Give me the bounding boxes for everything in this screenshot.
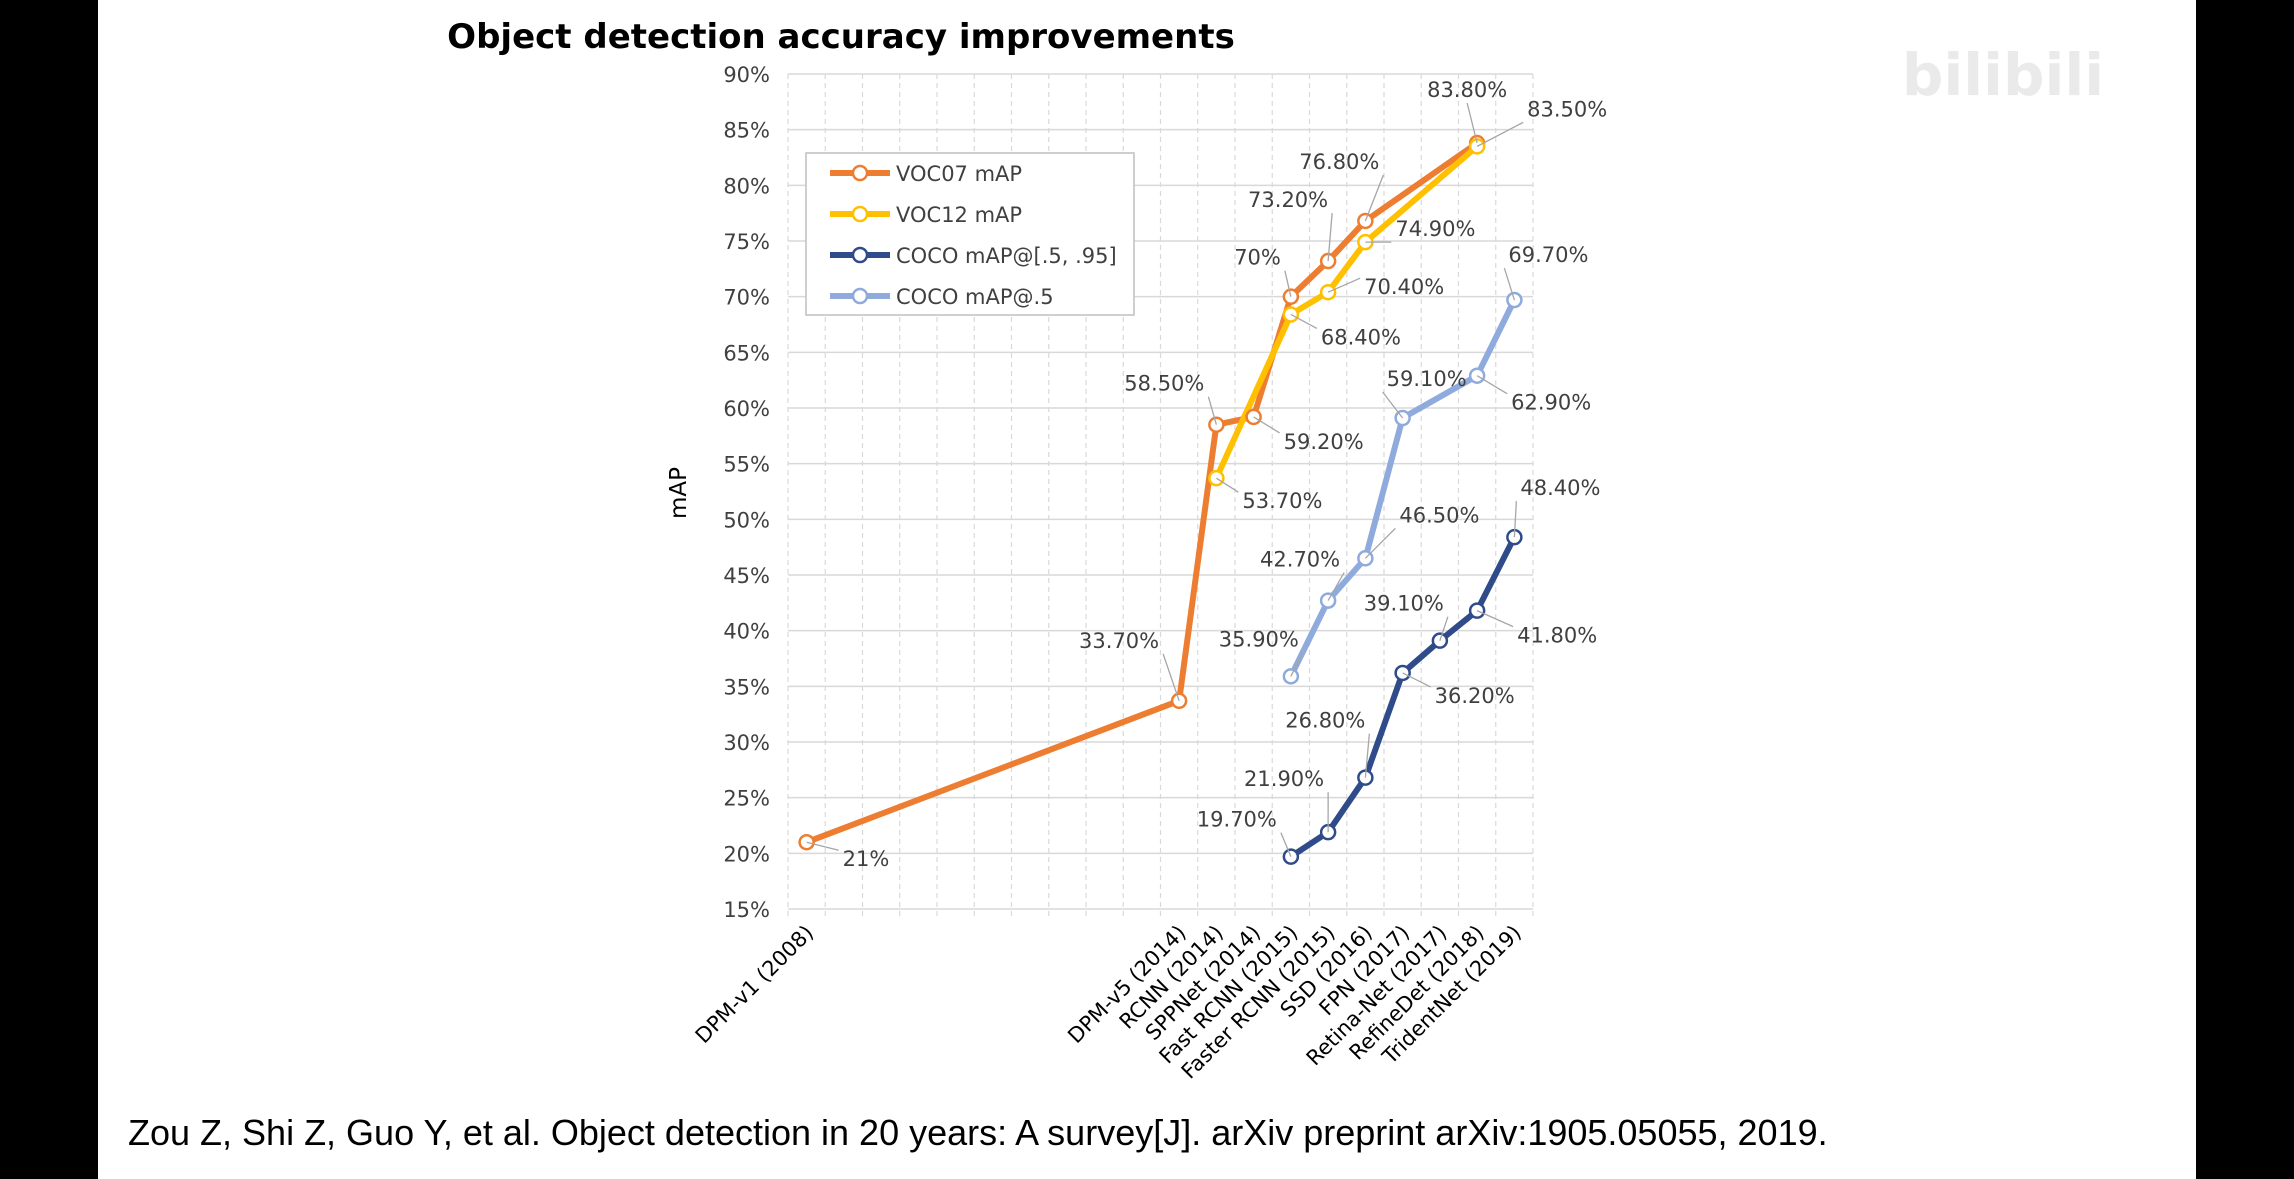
data-label: 62.90% <box>1511 391 1591 415</box>
leader-line <box>1290 313 1318 330</box>
legend-label: COCO mAP@.5 <box>896 285 1054 309</box>
leader-line <box>1327 277 1361 293</box>
leader-line <box>1364 527 1396 559</box>
leader-line <box>1364 174 1384 222</box>
y-tick-label: 30% <box>723 731 770 755</box>
leader-line <box>1364 733 1371 778</box>
leader-line <box>806 841 839 851</box>
slide: Object detection accuracy improvements m… <box>98 0 2196 1179</box>
y-tick-label: 80% <box>723 174 770 198</box>
y-tick-label: 90% <box>723 63 770 87</box>
data-label: 58.50% <box>1124 372 1204 396</box>
leader-line <box>1476 121 1524 147</box>
y-tick-label: 15% <box>723 898 770 922</box>
leader-line <box>1327 572 1345 601</box>
data-label: 74.90% <box>1395 217 1475 241</box>
leader-line <box>1382 391 1404 419</box>
leader-line <box>1439 616 1449 641</box>
data-label: 41.80% <box>1517 624 1597 648</box>
bilibili-watermark-logo: bilibili <box>1902 41 2104 109</box>
y-tick-label: 60% <box>723 397 770 421</box>
leader-line <box>1284 270 1292 297</box>
y-tick-label: 45% <box>723 564 770 588</box>
x-tick-label: DPM-v1 (2008) <box>691 921 818 1048</box>
data-label: 48.40% <box>1520 476 1600 500</box>
leader-line <box>1476 610 1514 628</box>
y-tick-label: 85% <box>723 119 770 143</box>
y-tick-label: 65% <box>723 341 770 365</box>
y-tick-label: 25% <box>723 787 770 811</box>
legend-label: COCO mAP@[.5, .95] <box>896 244 1117 268</box>
data-label: 59.10% <box>1387 367 1467 391</box>
line-chart: Object detection accuracy improvements m… <box>447 17 2104 1084</box>
data-label: 70% <box>1234 246 1281 270</box>
leader-line <box>1503 267 1515 301</box>
x-axis-labels: DPM-v1 (2008) DPM-v5 (2014)RCNN (2014)SPP… <box>691 921 1526 1084</box>
y-tick-label: 75% <box>723 230 770 254</box>
data-label: 70.40% <box>1364 275 1444 299</box>
leader-line <box>1327 212 1333 262</box>
leader-line <box>1253 416 1280 434</box>
legend-marker <box>851 287 869 305</box>
y-tick-label: 55% <box>723 453 770 477</box>
legend-label: VOC12 mAP <box>896 203 1022 227</box>
data-label: 53.70% <box>1242 489 1322 513</box>
data-label: 21% <box>843 847 890 871</box>
data-label: 36.20% <box>1435 684 1515 708</box>
data-label: 76.80% <box>1299 150 1379 174</box>
data-label: 19.70% <box>1197 808 1277 832</box>
data-labels: 21% 33.70% 58.50% 59.20% 70% 73.20% 76.80% 83.8… <box>806 78 1607 871</box>
y-axis-labels: 15% 20% 25% 30% 35% 40% 45% 50% 55% 60% 65% 70% 75% 8… <box>723 63 770 922</box>
data-label: 46.50% <box>1399 503 1479 527</box>
data-label: 35.90% <box>1219 627 1299 651</box>
legend-marker <box>851 164 869 182</box>
legend-marker <box>851 246 869 264</box>
leader-line <box>1207 396 1217 425</box>
data-label: 21.90% <box>1244 767 1324 791</box>
data-label: 83.50% <box>1527 97 1607 121</box>
y-tick-label: 40% <box>723 620 770 644</box>
legend: VOC07 mAP VOC12 mAP COCO mAP@[.5, .95] COCO… <box>805 152 1135 316</box>
y-tick-label: 20% <box>723 842 770 866</box>
leader-line <box>1216 477 1239 493</box>
y-tick-label: 50% <box>723 508 770 532</box>
legend-marker <box>851 205 869 223</box>
leader-line <box>1476 375 1508 395</box>
leader-line <box>1466 102 1478 144</box>
legend-label: VOC07 mAP <box>896 162 1022 186</box>
leader-line <box>1162 653 1180 702</box>
y-tick-label: 35% <box>723 675 770 699</box>
series-line-coco-map-5 <box>1288 298 1518 678</box>
data-label: 69.70% <box>1508 243 1588 267</box>
citation-text: Zou Z, Shi Z, Guo Y, et al. Object detec… <box>128 1112 1828 1153</box>
data-label: 26.80% <box>1285 709 1365 733</box>
data-label: 68.40% <box>1321 325 1401 349</box>
y-axis-label: mAP <box>666 467 692 519</box>
leader-line <box>1402 672 1431 688</box>
chart-title: Object detection accuracy improvements <box>447 17 1235 57</box>
data-label: 83.80% <box>1427 78 1507 102</box>
data-label: 39.10% <box>1364 592 1444 616</box>
data-label: 33.70% <box>1079 629 1159 653</box>
y-tick-label: 70% <box>723 286 770 310</box>
leader-line <box>1280 832 1292 857</box>
data-label: 73.20% <box>1248 188 1328 212</box>
leader-line <box>1290 652 1304 677</box>
leader-line <box>1513 501 1518 538</box>
data-label: 42.70% <box>1260 548 1340 572</box>
data-label: 59.20% <box>1284 430 1364 454</box>
